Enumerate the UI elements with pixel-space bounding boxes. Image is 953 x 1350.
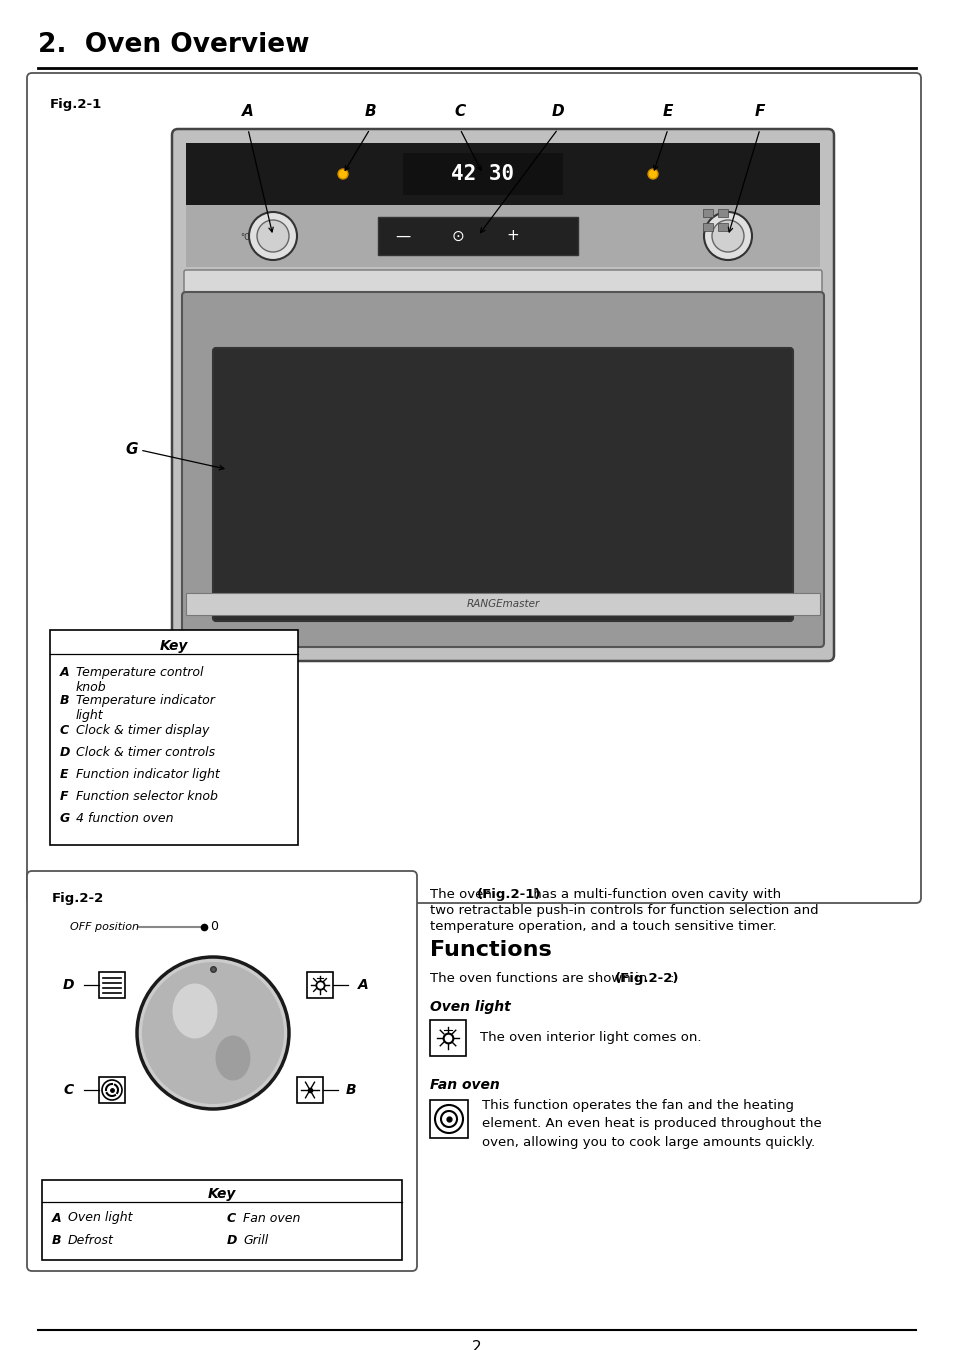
Text: D: D [60, 747, 71, 759]
Text: C: C [60, 724, 69, 737]
Text: Temperature indicator
light: Temperature indicator light [76, 694, 214, 722]
Text: Oven light: Oven light [430, 1000, 510, 1014]
Text: The oven: The oven [430, 888, 496, 900]
Text: ⊙: ⊙ [451, 228, 464, 243]
Text: This function operates the fan and the heating
element. An even heat is produced: This function operates the fan and the h… [481, 1099, 821, 1149]
FancyBboxPatch shape [27, 871, 416, 1270]
Bar [186, 593, 820, 616]
Text: E: E [60, 768, 69, 782]
Text: G: G [126, 443, 138, 458]
FancyBboxPatch shape [172, 130, 833, 662]
Bar [402, 153, 562, 194]
Text: The oven interior light comes on.: The oven interior light comes on. [479, 1031, 700, 1045]
Text: A: A [52, 1211, 62, 1224]
Bar [50, 630, 297, 845]
Text: —: — [395, 228, 410, 243]
Bar [296, 1077, 323, 1103]
Text: A: A [357, 977, 369, 992]
Text: The oven functions are shown in: The oven functions are shown in [430, 972, 651, 986]
Text: Key: Key [160, 639, 188, 653]
Circle shape [711, 220, 743, 252]
Text: G: G [60, 811, 71, 825]
Text: 2.  Oven Overview: 2. Oven Overview [38, 32, 309, 58]
Bar [430, 1021, 465, 1056]
Text: E: E [662, 104, 673, 119]
Circle shape [249, 212, 296, 261]
Text: Oven light: Oven light [68, 1211, 132, 1224]
Text: B: B [52, 1234, 61, 1246]
Bar [186, 143, 820, 205]
Circle shape [703, 212, 751, 261]
Bar [42, 1180, 401, 1260]
Bar [99, 972, 125, 998]
Text: Fan oven: Fan oven [243, 1211, 300, 1224]
Text: 0: 0 [210, 921, 218, 933]
FancyBboxPatch shape [182, 292, 823, 647]
FancyBboxPatch shape [213, 348, 792, 621]
Text: 42 30: 42 30 [451, 163, 514, 184]
Text: C: C [64, 1083, 74, 1098]
Circle shape [137, 957, 289, 1108]
Bar [702, 209, 712, 217]
Ellipse shape [215, 1035, 251, 1080]
Circle shape [142, 963, 284, 1104]
Bar [718, 209, 727, 217]
Bar [718, 223, 727, 231]
Text: A: A [242, 104, 253, 119]
Text: (Fig.2-2): (Fig.2-2) [615, 972, 679, 986]
Text: A: A [60, 666, 70, 679]
Text: Fan oven: Fan oven [430, 1079, 499, 1092]
Text: °C: °C [240, 234, 250, 243]
Text: Function selector knob: Function selector knob [76, 790, 217, 803]
FancyBboxPatch shape [27, 73, 920, 903]
Text: C: C [227, 1211, 236, 1224]
Text: OFF position: OFF position [70, 922, 139, 931]
Text: B: B [346, 1083, 356, 1098]
Text: B: B [60, 694, 70, 707]
Text: Fig.2-1: Fig.2-1 [50, 99, 102, 111]
Text: two retractable push-in controls for function selection and: two retractable push-in controls for fun… [430, 904, 818, 917]
Text: Grill: Grill [243, 1234, 268, 1246]
FancyBboxPatch shape [184, 270, 821, 294]
Text: F: F [754, 104, 764, 119]
Text: RANGEmaster: RANGEmaster [466, 599, 539, 609]
Circle shape [337, 169, 348, 180]
Text: has a multi-function oven cavity with: has a multi-function oven cavity with [529, 888, 781, 900]
Circle shape [256, 220, 289, 252]
Text: 2: 2 [472, 1341, 481, 1350]
Bar [186, 205, 820, 267]
Circle shape [647, 169, 658, 180]
Text: D: D [63, 977, 74, 992]
Bar [377, 217, 578, 255]
Text: Key: Key [208, 1187, 236, 1202]
Text: (Fig.2-1): (Fig.2-1) [476, 888, 541, 900]
Text: temperature operation, and a touch sensitive timer.: temperature operation, and a touch sensi… [430, 919, 776, 933]
Text: C: C [454, 104, 465, 119]
Text: F: F [60, 790, 69, 803]
Bar [702, 223, 712, 231]
Bar [430, 1100, 468, 1138]
Bar [99, 1077, 125, 1103]
Ellipse shape [172, 984, 217, 1038]
Text: Fig.2-2: Fig.2-2 [52, 892, 104, 904]
Text: B: B [364, 104, 375, 119]
Bar [307, 972, 333, 998]
Text: :: : [669, 972, 674, 986]
Text: Function indicator light: Function indicator light [76, 768, 219, 782]
Text: Defrost: Defrost [68, 1234, 113, 1246]
Text: Temperature control
knob: Temperature control knob [76, 666, 203, 694]
Text: Clock & timer display: Clock & timer display [76, 724, 209, 737]
Text: +: + [506, 228, 518, 243]
Text: Functions: Functions [430, 940, 551, 960]
Text: D: D [227, 1234, 237, 1246]
Text: 4 function oven: 4 function oven [76, 811, 173, 825]
Text: Clock & timer controls: Clock & timer controls [76, 747, 214, 759]
Text: D: D [551, 104, 564, 119]
